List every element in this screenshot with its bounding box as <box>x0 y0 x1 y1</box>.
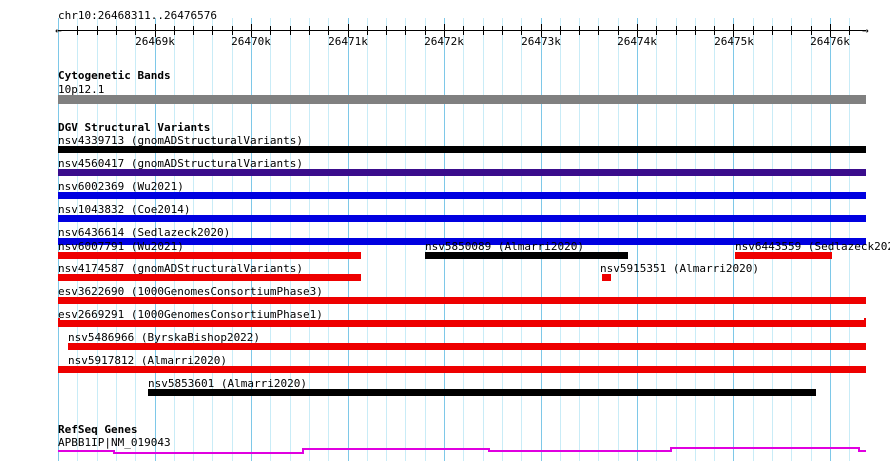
variant-bar-nsv6436614[interactable] <box>58 238 866 245</box>
ruler-tick-minor <box>618 26 619 35</box>
variant-bar-nsv6443559[interactable] <box>735 252 832 259</box>
locus-coordinate-label: chr10:26468311..26476576 <box>58 9 217 22</box>
variant-label-nsv4560417: nsv4560417 (gnomADStructuralVariants) <box>58 157 304 170</box>
variant-left-cap-esv2669291 <box>58 318 60 325</box>
variant-label-nsv5853601: nsv5853601 (Almarri2020) <box>148 377 307 390</box>
ruler-tick-minor <box>695 26 696 35</box>
ruler-tick-minor <box>676 26 677 35</box>
ruler-tick-minor <box>483 26 484 35</box>
gene-exon-riser <box>858 447 860 452</box>
gene-exon-riser <box>488 448 490 452</box>
ruler-tick-minor <box>656 26 657 35</box>
ruler-tick-minor <box>560 26 561 35</box>
ruler-axis-line <box>58 30 866 31</box>
variant-label-nsv5915351: nsv5915351 (Almarri2020) <box>600 262 759 275</box>
ruler-tick-minor <box>77 26 78 35</box>
ruler-tick-minor <box>232 26 233 35</box>
ruler-tick-minor <box>174 26 175 35</box>
gene-segment <box>58 450 113 452</box>
gene-segment <box>302 448 488 450</box>
ruler-tick-minor <box>753 26 754 35</box>
variant-bar-nsv4339713[interactable] <box>58 146 866 153</box>
ruler-tick-label: 26472k <box>424 35 464 48</box>
ruler-tick-minor <box>405 26 406 35</box>
ruler-tick-minor <box>772 26 773 35</box>
ruler-left-arrow-icon[interactable]: ← <box>55 24 62 37</box>
ruler-tick-minor <box>386 26 387 35</box>
ruler-tick-minor <box>290 26 291 35</box>
variant-label-nsv6436614: nsv6436614 (Sedlazeck2020) <box>58 226 231 239</box>
gene-segment <box>858 450 866 452</box>
variant-bar-nsv4560417[interactable] <box>58 169 866 176</box>
ruler-tick-label: 26471k <box>328 35 368 48</box>
variant-bar-nsv6002369[interactable] <box>58 192 866 199</box>
ruler-tick-minor <box>791 26 792 35</box>
variant-label-nsv6443559: nsv6443559 (Sedlazeck2020) <box>735 240 890 253</box>
ruler-tick-minor <box>502 26 503 35</box>
ruler-tick-minor <box>328 26 329 35</box>
ruler-right-arrow-icon[interactable]: → <box>862 24 869 37</box>
variant-label-esv2669291: esv2669291 (1000GenomesConsortiumPhase1) <box>58 308 323 321</box>
ruler-tick-minor <box>579 26 580 35</box>
ruler-tick-minor <box>212 26 213 35</box>
ruler-tick-minor <box>849 26 850 35</box>
variant-bar-esv2669291[interactable] <box>58 318 866 327</box>
variant-label-nsv1043832: nsv1043832 (Coe2014) <box>58 203 191 216</box>
ruler-tick-minor <box>193 26 194 35</box>
ruler-tick-label: 26476k <box>810 35 850 48</box>
variant-right-cap-esv2669291 <box>864 318 866 325</box>
gene-exon-riser <box>113 450 115 454</box>
variant-label-nsv4174587: nsv4174587 (gnomADStructuralVariants) <box>58 262 304 275</box>
ruler-tick-label: 26474k <box>617 35 657 48</box>
ruler-tick-minor <box>811 26 812 35</box>
gene-exon-riser <box>670 447 672 452</box>
ruler-tick-minor <box>116 26 117 35</box>
variant-bar-nsv1043832[interactable] <box>58 215 866 222</box>
ruler-tick-minor <box>367 26 368 35</box>
ruler-tick-label: 26470k <box>231 35 271 48</box>
variant-label-nsv6007791: nsv6007791 (Wu2021) <box>58 240 184 253</box>
coordinate-ruler[interactable]: chr10:26468311..26476576 ← → 26469k 26470… <box>0 0 890 48</box>
ruler-tick-label: 26475k <box>714 35 754 48</box>
ruler-tick-label: 26473k <box>521 35 561 48</box>
variant-label-nsv5917812: nsv5917812 (Almarri2020) <box>68 354 227 367</box>
gene-exon-riser <box>302 448 304 454</box>
ruler-tick-minor <box>309 26 310 35</box>
cytoband-label-10p12-1: 10p12.1 <box>58 83 105 96</box>
ruler-tick-minor <box>270 26 271 35</box>
gene-label-apbb1ip: APBB1IP|NM_019043 <box>58 436 171 449</box>
variant-bar-nsv5850089[interactable] <box>425 252 628 259</box>
ruler-tick-label: 26469k <box>135 35 175 48</box>
section-title-dgv-structural-variants: DGV Structural Variants <box>58 121 211 134</box>
ruler-tick-minor <box>135 26 136 35</box>
variant-label-nsv4339713: nsv4339713 (gnomADStructuralVariants) <box>58 134 304 147</box>
gene-segment <box>113 452 302 454</box>
cytoband-bar-10p12-1[interactable] <box>58 95 866 104</box>
ruler-tick-minor <box>521 26 522 35</box>
section-title-cytogenetic-bands: Cytogenetic Bands <box>58 69 171 82</box>
variant-label-nsv5486966: nsv5486966 (ByrskaBishop2022) <box>68 331 261 344</box>
variant-bar-nsv5915351[interactable] <box>602 274 611 281</box>
variant-bar-nsv5917812[interactable] <box>58 366 866 373</box>
variant-bar-nsv6007791[interactable] <box>58 252 361 259</box>
variant-bar-nsv4174587[interactable] <box>58 274 361 281</box>
gene-segment <box>670 447 858 449</box>
variant-bar-nsv5486966[interactable] <box>68 343 866 350</box>
variant-label-nsv5850089: nsv5850089 (Almarri2020) <box>425 240 584 253</box>
variant-bar-nsv5853601[interactable] <box>148 389 816 396</box>
ruler-tick-minor <box>97 26 98 35</box>
ruler-tick-minor <box>714 26 715 35</box>
variant-label-nsv6002369: nsv6002369 (Wu2021) <box>58 180 184 193</box>
ruler-tick-minor <box>425 26 426 35</box>
variant-bar-esv3622690[interactable] <box>58 297 866 304</box>
ruler-tick-minor <box>598 26 599 35</box>
ruler-tick-minor <box>463 26 464 35</box>
section-title-refseq-genes: RefSeq Genes <box>58 423 138 436</box>
variant-label-esv3622690: esv3622690 (1000GenomesConsortiumPhase3) <box>58 285 323 298</box>
gene-segment <box>488 450 670 452</box>
